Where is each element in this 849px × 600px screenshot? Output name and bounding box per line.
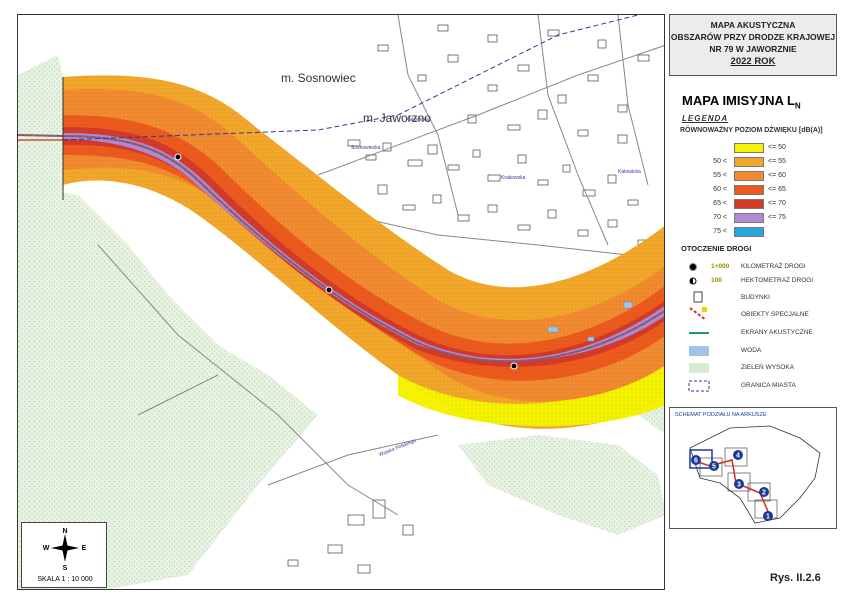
road-centerline (18, 134, 664, 362)
symbol-label: OBIEKTY SPECJALNE (741, 311, 809, 318)
compass-scale-box: N S W E SKALA 1 : 10 000 (21, 522, 107, 588)
legend-heading: MAPA IMISYJNA LN (682, 93, 801, 111)
water-areas (547, 301, 633, 342)
km-sample: 1+000 (711, 263, 730, 270)
scale-label: SKALA 1 : 10 000 (37, 576, 93, 583)
symbol-label: EKRANY AKUSTYCZNE (741, 329, 813, 336)
level-to: <= 55 (768, 158, 786, 165)
level-to: <= 50 (768, 144, 786, 151)
symbol-label: GRANICA MIASTA (741, 382, 796, 389)
noise-map[interactable]: m. Sosnowiec m. Jaworzno Katowicka Katow… (17, 14, 665, 590)
level-swatch (734, 213, 764, 223)
level-to: <= 65 (768, 186, 786, 193)
symbol-label: KILOMETRAŻ DROGI (741, 263, 806, 270)
sheet-label: 1 (766, 514, 770, 521)
sheet-label: 3 (737, 482, 741, 489)
hm-dot-icon (689, 277, 697, 285)
level-to: <= 75 (768, 214, 786, 221)
level-from: 60 < (713, 186, 727, 193)
km-marker (174, 153, 182, 161)
title-line-3: NR 79 W JAWORZNIE (709, 44, 797, 54)
level-swatch (734, 199, 764, 209)
level-to: <= 60 (768, 172, 786, 179)
level-swatch (734, 143, 764, 153)
figure-label: Rys. II.2.6 (770, 572, 821, 584)
place-label-sosnowiec: m. Sosnowiec (281, 71, 356, 85)
sheet-scheme-map: 1 2 3 4 5 6 (689, 425, 821, 524)
street-label: Sosnowiecka (351, 145, 381, 151)
title-line-2: OBSZARÓW PRZY DRODZE KRAJOWEJ (670, 32, 836, 42)
title-box: MAPA AKUSTYCZNA OBSZARÓW PRZY DRODZE KRA… (669, 14, 837, 76)
level-from: 75 < (713, 228, 727, 235)
compass-s: S (63, 565, 68, 572)
level-swatch (734, 171, 764, 181)
sheet-label: 5 (712, 464, 716, 471)
water-icon (689, 346, 709, 356)
legend-word: LEGENDA (682, 114, 729, 123)
level-from: 65 < (713, 200, 727, 207)
special-object-icon (689, 307, 707, 321)
symbol-label: HEKTOMETRAŻ DROGI (741, 277, 814, 284)
level-to: <= 70 (768, 200, 786, 207)
symbol-label: ZIELEŃ WYSOKA (741, 364, 795, 371)
symbol-label: WODA (741, 347, 762, 354)
sheet-label: 6 (694, 458, 698, 465)
symbol-label: BUDYNKI (741, 294, 770, 301)
sheet-label: 4 (736, 453, 740, 460)
noise-barrier-icon (689, 332, 709, 334)
buildings (287, 24, 650, 574)
level-swatch (734, 227, 764, 237)
kilometrage-markers (174, 153, 518, 370)
city-border (62, 15, 639, 141)
level-from: 55 < (713, 172, 727, 179)
compass-e: E (82, 545, 87, 552)
level-from: 50 < (713, 158, 727, 165)
city-border-icon (688, 380, 710, 392)
km-marker (325, 286, 333, 294)
legend-subtitle: RÓWNOWAŻNY POZIOM DŹWIĘKU [dB(A)] (680, 127, 823, 134)
sheet-scheme-inset: SCHEMAT PODZIAŁU NA ARKUSZE 1 2 3 4 5 6 (669, 407, 837, 529)
level-swatch (734, 157, 764, 167)
inset-title: SCHEMAT PODZIAŁU NA ARKUSZE (675, 412, 767, 418)
sheet-label: 2 (762, 490, 766, 497)
km-dot-icon (689, 263, 697, 271)
km-marker (510, 362, 518, 370)
title-line-1: MAPA AKUSTYCZNA (710, 20, 796, 30)
street-label: Katowicka (406, 117, 429, 123)
level-from: 70 < (713, 214, 727, 221)
local-roads (97, 15, 664, 516)
street-label: Krakowska (501, 175, 526, 181)
level-swatch (734, 185, 764, 195)
place-label-jaworzno: m. Jaworzno (363, 111, 432, 125)
compass-w: W (43, 545, 50, 552)
noise-contours (63, 75, 664, 429)
title-year: 2022 ROK (730, 56, 776, 67)
compass-n: N (62, 528, 67, 535)
map-canvas[interactable] (18, 15, 665, 590)
surroundings-title: OTOCZENIE DROGI (681, 244, 752, 253)
hm-sample: 100 (711, 277, 722, 284)
compass-rose-icon: N S W E (43, 528, 87, 572)
building-icon (693, 291, 703, 303)
forest-icon (689, 363, 709, 373)
street-label: Katowicka (618, 169, 641, 175)
